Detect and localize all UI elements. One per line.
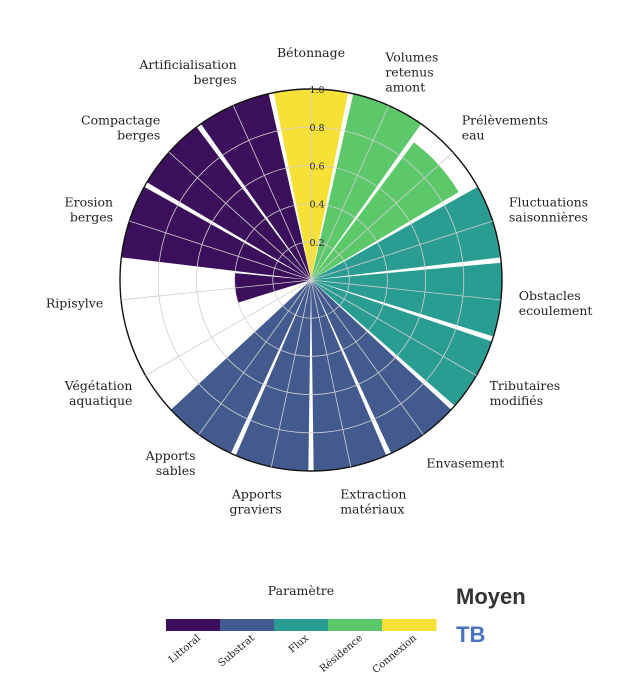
bar-artificialisation-berges bbox=[200, 93, 311, 280]
bar-ripisylve bbox=[234, 273, 311, 303]
legend-swatch-littoral bbox=[166, 619, 221, 631]
bar-apports-graviers bbox=[235, 280, 311, 471]
bar-erosion-berges bbox=[121, 186, 311, 280]
category-label-fluctuations-saisonnieres: Fluctuations saisonnières bbox=[509, 194, 588, 224]
r-tick-label: 0.8 bbox=[309, 123, 324, 134]
bar-volumes-retenus-amont bbox=[311, 93, 422, 280]
bar-prelevements-eau bbox=[311, 142, 459, 280]
grid-spoke bbox=[270, 279, 312, 467]
grid-spoke bbox=[310, 279, 477, 376]
r-tick-label: 0.6 bbox=[309, 161, 324, 172]
grid-layer bbox=[119, 88, 503, 472]
category-label-extraction-materiaux: Extraction matériaux bbox=[340, 487, 406, 517]
category-label-volumes-retenus-amont: Volumes retenus amont bbox=[384, 50, 438, 95]
bar-fluctuations-saisonnieres bbox=[311, 186, 501, 280]
grid-spoke bbox=[310, 151, 454, 281]
legend-label-residence: Résidence bbox=[318, 633, 365, 675]
level-label: Moyen bbox=[456, 584, 526, 609]
grid-spoke bbox=[121, 279, 312, 301]
bar-obstacles-ecoulement bbox=[311, 262, 502, 337]
legend-swatch-residence bbox=[328, 619, 383, 631]
category-label-vegetation-aquatique: Végétation aquatique bbox=[64, 378, 133, 408]
grid-spoke bbox=[198, 279, 312, 435]
legend-label-substrat: Substrat bbox=[216, 633, 256, 669]
bar-envasement bbox=[311, 280, 452, 454]
r-tick-label: 0.2 bbox=[309, 238, 324, 249]
status-label: TB bbox=[456, 622, 486, 647]
legend-label-connexion: Connexion bbox=[371, 633, 420, 676]
bars-layer bbox=[121, 89, 502, 471]
bar-tributaires-modifies bbox=[311, 280, 492, 406]
grid-spoke bbox=[232, 105, 312, 281]
legend-label-flux: Flux bbox=[287, 633, 311, 656]
grid-spoke bbox=[310, 279, 424, 435]
radial-ticks: 0.2 0.4 0.6 0.8 1.0 bbox=[309, 85, 324, 249]
grid-spoke bbox=[129, 220, 312, 281]
grid-spoke bbox=[145, 279, 312, 376]
category-label-obstacles-ecoulement: Obstacles ecoulement bbox=[519, 288, 593, 318]
grid-spoke bbox=[310, 220, 493, 281]
r-tick-label: 0.4 bbox=[309, 200, 324, 211]
legend-label-littoral: Littoral bbox=[167, 633, 203, 666]
category-label-apports-graviers: Apports graviers bbox=[230, 487, 282, 517]
legend-swatch-flux bbox=[274, 619, 329, 631]
legend-title: Paramètre bbox=[268, 583, 334, 598]
category-label-apports-sables: Apports sables bbox=[145, 448, 196, 478]
category-label-ripisylve: Ripisylve bbox=[46, 296, 103, 311]
category-label-erosion-berges: Erosion berges bbox=[64, 194, 113, 224]
grid-spoke bbox=[310, 105, 390, 281]
category-label-betonnage: Bétonnage bbox=[277, 45, 345, 60]
category-label-envasement: Envasement bbox=[426, 456, 504, 471]
category-label-compactage-berges: Compactage berges bbox=[81, 113, 160, 143]
category-label-prelevements-eau: Prélèvements eau bbox=[462, 113, 548, 143]
legend-labels: Littoral Substrat Flux Résidence Connexion bbox=[167, 633, 419, 676]
bar-extraction-materiaux bbox=[311, 280, 387, 471]
grid-spoke bbox=[310, 279, 501, 301]
bar-apports-sables bbox=[170, 280, 311, 454]
legend-colorbar bbox=[166, 619, 437, 631]
category-labels: Bétonnage Volumes retenus amont Prélèvements… bbox=[46, 45, 593, 517]
category-label-tributaires-modifies: Tributaires modifiés bbox=[490, 378, 561, 408]
category-label-artificialisation-berges: Artificialisation berges bbox=[138, 57, 236, 87]
legend-swatch-connexion bbox=[382, 619, 437, 631]
grid-spoke bbox=[168, 151, 312, 281]
legend-swatch-substrat bbox=[220, 619, 275, 631]
r-tick-label: 1.0 bbox=[309, 85, 324, 96]
grid-spoke bbox=[310, 279, 352, 467]
bar-compactage-berges bbox=[146, 127, 311, 281]
legend: Paramètre Littoral Substrat Flux Résidence C… bbox=[166, 583, 437, 676]
